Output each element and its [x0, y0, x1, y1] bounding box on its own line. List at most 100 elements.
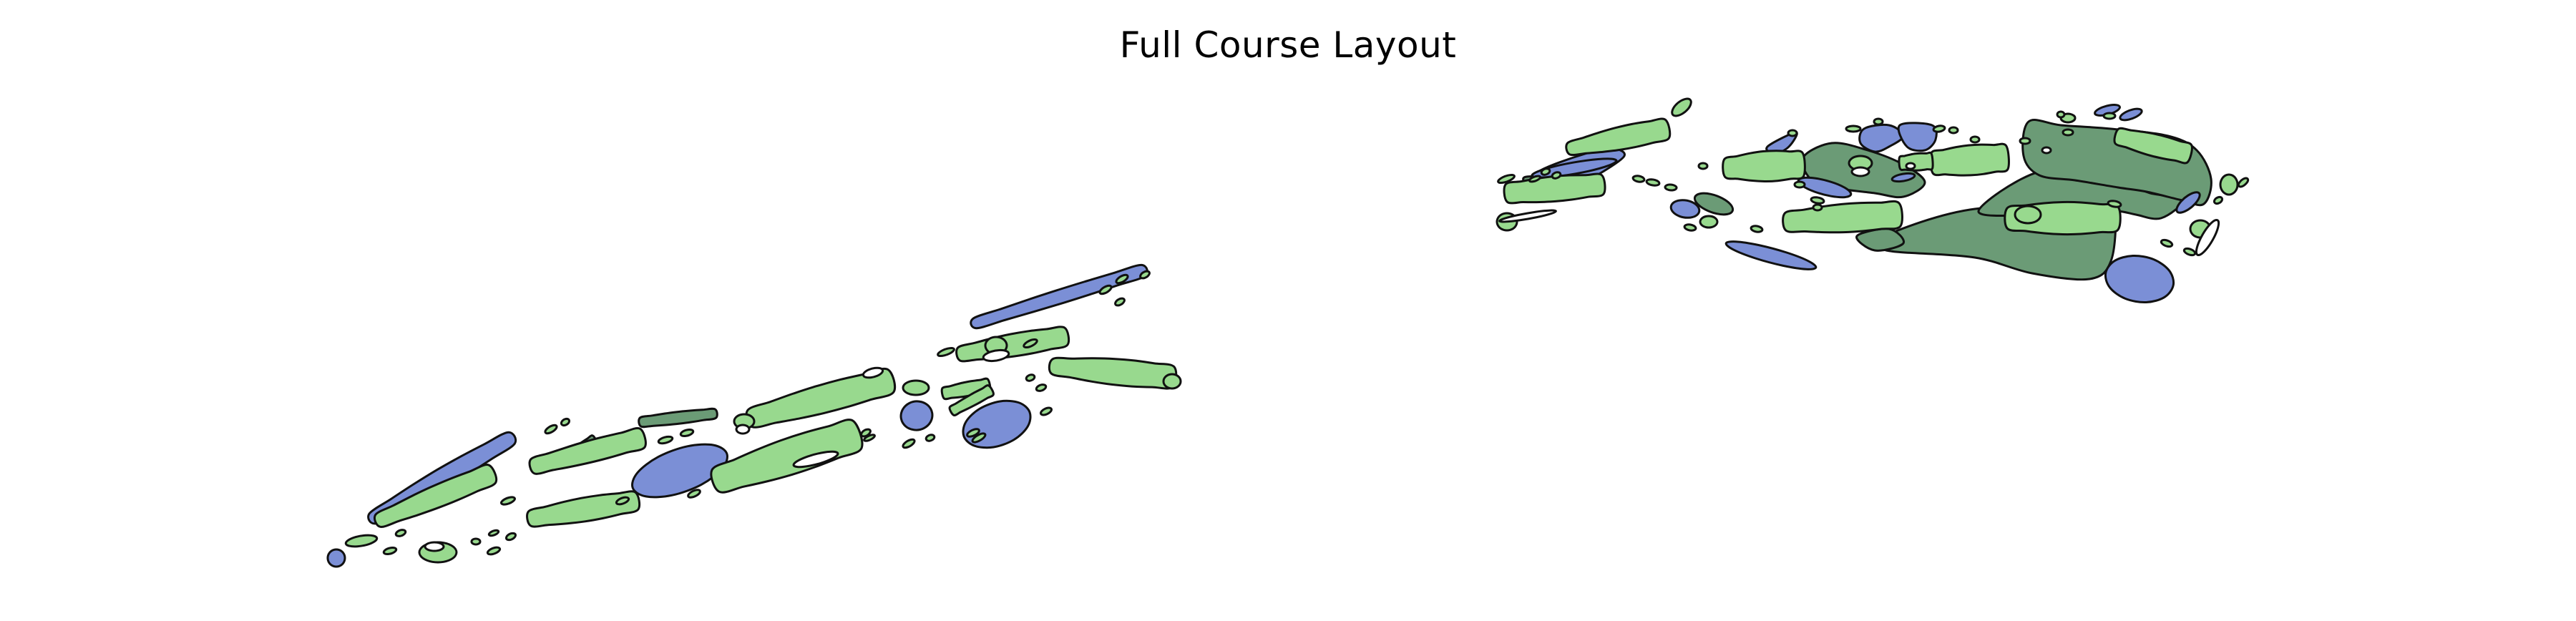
tee-box [1793, 180, 1806, 189]
tee-box [1810, 196, 1825, 205]
water-pond [2104, 254, 2175, 304]
fairway [1565, 117, 1672, 157]
tee-box [486, 546, 502, 556]
green [2014, 205, 2042, 225]
tee-box [1631, 175, 1646, 183]
sand-bunker [735, 424, 751, 435]
tee-box [2056, 110, 2066, 119]
tee-box [1115, 273, 1129, 285]
tee-box [615, 496, 630, 506]
sand-bunker [1905, 162, 1916, 170]
course-features [326, 97, 2250, 568]
tee-box [470, 537, 482, 546]
tee-box [487, 529, 500, 537]
water-hazard [1858, 123, 1905, 153]
tee-box [1932, 124, 1946, 133]
water-hazard [2175, 191, 2201, 214]
tee-box [1023, 338, 1038, 349]
tee-box [2182, 247, 2197, 257]
tee-box [860, 428, 872, 438]
tee-box [1025, 373, 1036, 382]
fairway [1048, 356, 1178, 390]
tee-box [924, 434, 936, 442]
map-title: Full Course Layout [1119, 24, 1457, 66]
sand-bunker [792, 450, 839, 469]
water-hazard [2094, 104, 2121, 117]
green [1699, 215, 1719, 229]
sand-bunker [424, 541, 445, 552]
tee-box [657, 435, 674, 445]
tee-box [1750, 225, 1764, 233]
tee-box [2160, 238, 2174, 248]
water-pond [899, 400, 934, 431]
fairway [1929, 142, 2010, 177]
tee-box [2107, 200, 2122, 208]
green [1162, 373, 1182, 390]
tee-box [1812, 203, 1823, 212]
sand-bunker [2041, 146, 2052, 155]
fairway [745, 367, 897, 429]
tee-box [2102, 112, 2117, 120]
tee-box [1948, 126, 1959, 135]
tee-box [1540, 167, 1551, 176]
tee-box [2062, 128, 2074, 137]
tee-box [1035, 383, 1048, 392]
water-pond [631, 443, 728, 499]
tee-box [394, 529, 407, 537]
tee-box [863, 434, 876, 442]
tee-box [971, 432, 987, 444]
fairway [955, 326, 1070, 363]
green [2219, 173, 2239, 196]
tee-box [382, 546, 398, 556]
water-hazard [1724, 240, 1818, 270]
tee-box [1139, 270, 1151, 280]
fairway [710, 419, 864, 494]
water-pond [1669, 199, 1701, 219]
tee-box [1098, 284, 1113, 295]
fairway [1722, 150, 1806, 183]
fairway [1782, 200, 1903, 234]
tee-box [500, 496, 516, 506]
sand-bunker [1850, 166, 1870, 177]
tee-box [1528, 175, 1542, 183]
tee-box [1845, 124, 1862, 133]
tee-box [1787, 129, 1798, 137]
sand-bunker [2195, 218, 2220, 257]
water-hazard [1897, 122, 1938, 152]
sand-bunker [982, 348, 1010, 363]
tee-box [1497, 173, 1516, 185]
tee-box [679, 428, 695, 438]
tee-box [1551, 171, 1562, 180]
tee-box [1697, 162, 1709, 170]
fairway [374, 464, 498, 528]
tee-box [1645, 178, 1661, 187]
tee-box [544, 424, 558, 435]
water-hazard [1797, 176, 1853, 199]
fairway [948, 384, 995, 416]
water-hazard [2119, 107, 2143, 122]
water-hazard [1890, 172, 1916, 183]
green [1671, 97, 1692, 117]
sand-bunker [1498, 209, 1557, 223]
water-pond [326, 548, 346, 568]
tee-box [687, 489, 701, 499]
tee-box [560, 417, 571, 427]
tee-box [2237, 177, 2250, 188]
tee-box [1969, 135, 1981, 144]
fairway [526, 490, 641, 528]
fairway [528, 427, 647, 475]
green [902, 379, 930, 396]
tee-box [2212, 195, 2224, 205]
sand-bunker [862, 366, 884, 379]
fairway [2113, 127, 2193, 165]
tee-box [2019, 137, 2031, 145]
fairway [940, 377, 992, 401]
fairway [344, 534, 379, 548]
tee-box [1114, 297, 1126, 307]
tee-box [1040, 406, 1053, 416]
rough-area [1693, 192, 1735, 216]
tee-box [1873, 117, 1884, 126]
water-hazard [970, 263, 1148, 330]
